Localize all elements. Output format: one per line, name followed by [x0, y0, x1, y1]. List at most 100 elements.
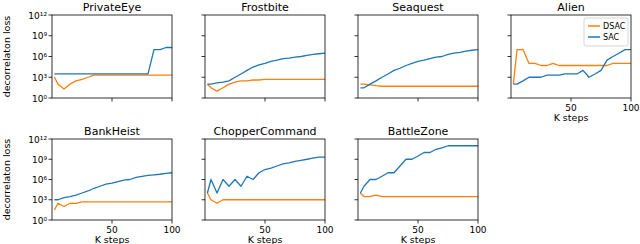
plot-area [54, 48, 172, 90]
y-tick-label: 10⁰ [32, 94, 47, 104]
figure: PrivateEye10⁰10³10⁶10⁹10¹²decorrelaton l… [0, 0, 640, 244]
y-tick [49, 98, 53, 99]
plot-area [207, 157, 325, 203]
series-line [54, 173, 172, 200]
y-tick-label: 10¹² [28, 11, 47, 21]
y-tick [49, 35, 53, 36]
plot-area [360, 146, 478, 197]
frame [52, 15, 172, 98]
y-tick [202, 199, 206, 200]
panel: Seaquest [355, 1, 479, 102]
series-line [207, 193, 325, 203]
x-tick [172, 98, 173, 102]
x-tick-label: 100 [316, 225, 333, 235]
frame [205, 15, 325, 98]
series-line [207, 157, 325, 193]
y-tick-label: 10⁹ [32, 31, 47, 41]
x-label: K steps [401, 234, 436, 244]
legend-swatch [588, 25, 600, 27]
title: ChopperCommand [213, 125, 316, 138]
x-tick [325, 220, 326, 224]
series-line [513, 50, 631, 85]
panel: BankHeist10⁰10³10⁶10⁹10¹²50100K stepsdec… [1, 125, 181, 244]
y-tick [202, 220, 206, 221]
legend-box [584, 18, 628, 46]
series-line [360, 193, 478, 197]
legend-label: SAC [603, 33, 620, 42]
y-tick-label: 10⁶ [32, 175, 47, 185]
panel: BattleZone50100K steps [355, 125, 487, 244]
y-tick [202, 77, 206, 78]
x-tick-label: 100 [469, 225, 486, 235]
title: Seaquest [392, 1, 444, 14]
plot-area [54, 173, 172, 210]
series-line [54, 48, 172, 74]
plot-area [360, 50, 478, 88]
title: Frostbite [241, 1, 289, 14]
series-line [360, 84, 478, 86]
y-tick-label: 10⁰ [32, 216, 47, 226]
frame [52, 139, 172, 220]
x-label: K steps [95, 234, 130, 244]
y-tick [355, 77, 359, 78]
x-tick [478, 98, 479, 102]
y-tick-label: 10⁹ [32, 155, 47, 165]
y-tick [202, 35, 206, 36]
y-tick-label: 10³ [32, 195, 47, 205]
y-tick [202, 56, 206, 57]
frame [358, 15, 478, 98]
series-line [207, 53, 325, 84]
x-tick [418, 98, 419, 102]
y-tick [508, 15, 512, 16]
y-tick [49, 199, 53, 200]
y-tick-label: 10¹² [28, 135, 47, 145]
y-tick [508, 56, 512, 57]
y-tick [49, 159, 53, 160]
y-tick [49, 220, 53, 221]
y-tick [508, 77, 512, 78]
y-tick [202, 139, 206, 140]
y-tick [355, 35, 359, 36]
legend-swatch [588, 36, 600, 38]
x-tick [112, 220, 113, 224]
x-tick [325, 98, 326, 102]
series-line [54, 75, 172, 89]
series-line [513, 50, 631, 85]
x-label: K steps [248, 234, 283, 244]
x-tick [112, 98, 113, 102]
y-tick [355, 139, 359, 140]
y-tick [49, 179, 53, 180]
y-tick [355, 220, 359, 221]
y-tick [508, 98, 512, 99]
legend: DSAC SAC [584, 18, 628, 46]
series-line [360, 146, 478, 193]
plot-area [207, 53, 325, 91]
frame [358, 139, 478, 220]
x-tick [265, 98, 266, 102]
title: Alien [557, 1, 584, 14]
x-tick [571, 98, 572, 102]
x-tick [172, 220, 173, 224]
y-tick-label: 10⁶ [32, 52, 47, 62]
y-tick [508, 35, 512, 36]
legend-label: DSAC [603, 22, 626, 31]
y-tick [202, 15, 206, 16]
x-tick-label: 100 [622, 103, 639, 113]
y-tick [202, 159, 206, 160]
y-tick [49, 139, 53, 140]
y-tick [49, 15, 53, 16]
series-line [360, 50, 478, 88]
panel: Alien50100K stepsDSACSAC [508, 1, 640, 123]
title: BankHeist [84, 125, 140, 138]
y-tick [355, 56, 359, 57]
series-line [54, 202, 172, 210]
title: BattleZone [388, 125, 449, 138]
x-tick [631, 98, 632, 102]
frame [511, 15, 631, 98]
frame [205, 139, 325, 220]
panel: PrivateEye10⁰10³10⁶10⁹10¹²decorrelaton l… [1, 1, 172, 104]
y-tick [202, 98, 206, 99]
y-tick [49, 77, 53, 78]
y-tick [355, 199, 359, 200]
y-tick [202, 179, 206, 180]
